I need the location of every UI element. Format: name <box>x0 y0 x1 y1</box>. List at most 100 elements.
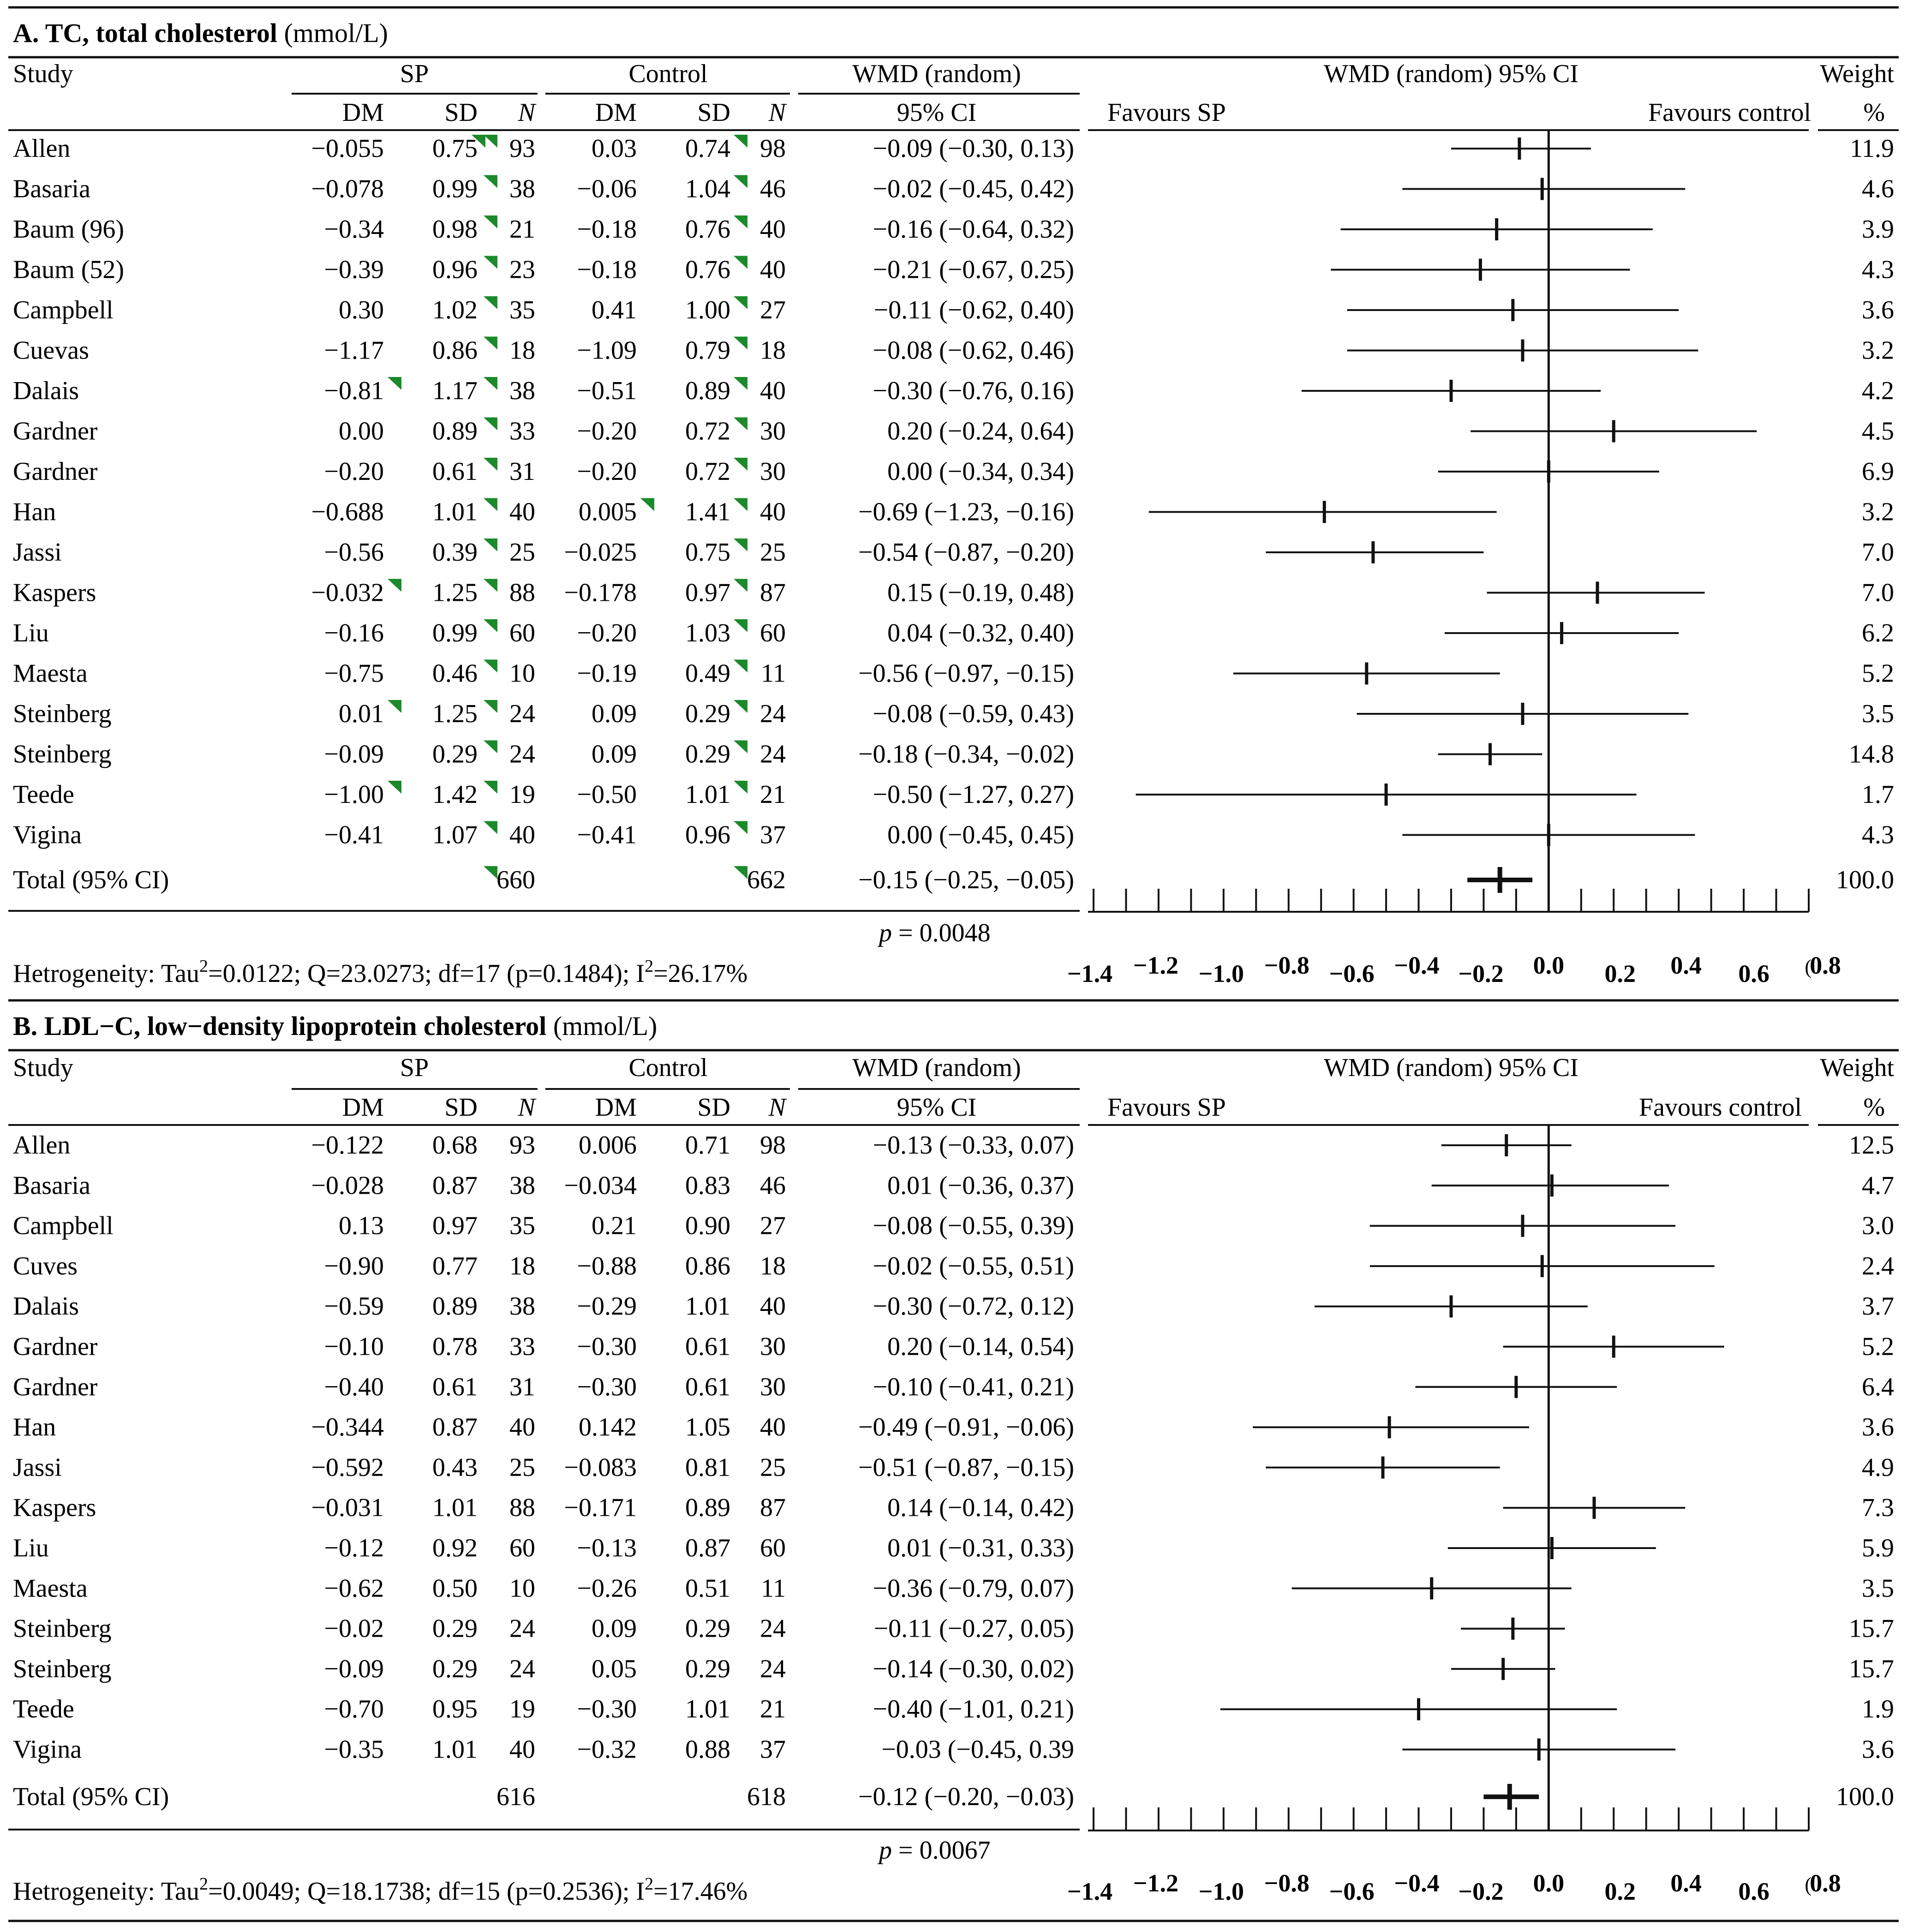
heterogeneity-s2: 2 <box>645 1874 653 1894</box>
sp-dm-value: −1.00 <box>324 780 384 809</box>
x-tick-label: 0.4 <box>1670 1869 1702 1897</box>
sp-dm-value: −1.17 <box>324 336 384 365</box>
sp-sd-value: 0.87 <box>432 1171 478 1200</box>
control-dm-value: −0.88 <box>577 1252 637 1280</box>
table-row: Jassi −0.56 0.39 −0.025 0.75 25 25 −0.54 (−0.87… <box>13 538 1894 567</box>
control-dm-value: −0.13 <box>577 1534 637 1562</box>
comment-marker <box>734 866 747 879</box>
sp-sd-value: 1.01 <box>432 498 478 526</box>
study-name: Campbell <box>13 296 114 324</box>
ci-value: 0.15 (−0.19, 0.48) <box>887 579 1074 607</box>
control-n-value: 87 <box>760 579 786 607</box>
control-n-value: 18 <box>760 1252 786 1280</box>
comment-marker <box>484 215 497 228</box>
control-n-value: 11 <box>761 659 786 688</box>
sp-sd-value: 0.99 <box>432 175 478 203</box>
x-tick-label: 0.6 <box>1738 1878 1770 1905</box>
table-row: Vigina −0.35 1.01 −0.32 0.88 40 37 −0.03 (−0.45… <box>13 1735 1894 1764</box>
comment-marker <box>388 700 401 713</box>
sp-n-value: 10 <box>509 1574 535 1603</box>
weight-value: 7.0 <box>1862 579 1894 607</box>
control-sd-value: 0.71 <box>685 1131 730 1160</box>
sp-n-value: 38 <box>509 175 535 203</box>
sp-sd-value: 0.29 <box>432 1655 478 1683</box>
weight-value: 11.9 <box>1850 134 1894 163</box>
weight-value: 15.7 <box>1849 1615 1894 1643</box>
table-row: Cuves −0.90 0.77 −0.88 0.86 18 18 −0.02 (−0.55,… <box>13 1252 1894 1280</box>
sp-dm-header: DM <box>342 98 384 127</box>
control-n-value: 18 <box>760 336 786 365</box>
sp-dm-value: −0.592 <box>311 1453 384 1482</box>
ci-value: −0.16 (−0.64, 0.32) <box>873 215 1074 244</box>
comment-marker <box>484 296 497 309</box>
heterogeneity-t1: Hetrogeneity: Tau <box>13 959 199 988</box>
ci-value: 0.00 (−0.45, 0.45) <box>887 821 1074 849</box>
sp-sd-value: 0.29 <box>432 740 478 769</box>
weight-value: 4.9 <box>1862 1453 1894 1482</box>
sp-sd-value: 0.50 <box>432 1574 478 1603</box>
sp-sd-value: 0.92 <box>432 1534 478 1562</box>
sp-n-value: 660 <box>496 866 535 894</box>
sp-dm-value: −0.16 <box>324 619 384 647</box>
control-n-value: 40 <box>760 1292 786 1321</box>
control-n-value: 11 <box>761 1574 786 1603</box>
x-tick-label: −1.0 <box>1199 1878 1244 1905</box>
study-name: Baum (52) <box>13 256 124 284</box>
study-name: Total (95% CI) <box>13 1782 169 1811</box>
comment-marker <box>734 740 747 754</box>
sp-n-value: 33 <box>509 417 535 446</box>
study-name: Basaria <box>13 175 90 203</box>
control-sd-value: 0.49 <box>685 659 730 688</box>
table-row: Steinberg −0.09 0.29 0.09 0.29 24 24 −0.18 (−0.… <box>13 740 1894 769</box>
control-n-value: 40 <box>760 498 786 526</box>
control-dm-value: 0.21 <box>592 1212 637 1240</box>
sp-n-value: 31 <box>509 457 535 486</box>
comment-marker <box>734 336 747 350</box>
control-dm-header: DM <box>595 1093 637 1122</box>
sp-n-value: 60 <box>509 1534 535 1562</box>
control-sd-header: SD <box>697 1093 730 1122</box>
control-dm-value: −0.178 <box>564 579 637 607</box>
study-name: Cuves <box>13 1252 78 1280</box>
weight-value: 4.7 <box>1862 1171 1894 1200</box>
control-sd-value: 0.97 <box>685 579 730 607</box>
comment-marker <box>734 215 747 228</box>
study-name: Steinberg <box>13 740 112 769</box>
control-n-value: 24 <box>760 1655 786 1683</box>
weight-value: 6.4 <box>1862 1373 1894 1401</box>
table-row: Kaspers −0.032 1.25 −0.178 0.97 88 87 0.15 (−0.… <box>13 579 1894 607</box>
control-n-value: 25 <box>760 538 786 567</box>
heterogeneity-stats: Hetrogeneity: Tau2=0.0122; Q=23.0273; df… <box>13 957 747 988</box>
control-dm-header: DM <box>595 98 637 127</box>
control-dm-value: 0.09 <box>592 700 637 728</box>
comment-marker <box>734 579 747 592</box>
comment-marker <box>484 700 497 713</box>
weight-header: Weight <box>1820 60 1895 88</box>
x-tick-label: −1.4 <box>1067 1878 1112 1905</box>
ci-value: −0.12 (−0.20, −0.03) <box>858 1782 1074 1811</box>
study-name: Jassi <box>13 538 62 567</box>
control-n-value: 40 <box>760 377 786 405</box>
sp-n-header: N <box>518 1093 537 1122</box>
table-row: Gardner −0.20 0.61 −0.20 0.72 31 30 0.00 (−0.34… <box>13 457 1894 486</box>
control-dm-value: −0.30 <box>577 1695 637 1723</box>
study-name: Steinberg <box>13 1655 112 1683</box>
comment-marker <box>484 336 497 350</box>
sp-sd-value: 0.99 <box>432 619 478 647</box>
x-tick-label: −1.2 <box>1133 951 1178 979</box>
control-sd-value: 0.61 <box>685 1333 730 1361</box>
sp-n-value: 35 <box>509 1212 535 1240</box>
study-name: Steinberg <box>13 1615 112 1643</box>
sp-dm-value: −0.62 <box>324 1574 384 1603</box>
control-dm-value: 0.05 <box>592 1655 637 1683</box>
sp-sd-value: 0.68 <box>432 1131 478 1160</box>
sp-n-value: 24 <box>509 1655 535 1683</box>
control-n-value: 40 <box>760 256 786 284</box>
sp-n-value: 21 <box>509 215 535 244</box>
ci-value: 0.20 (−0.24, 0.64) <box>887 417 1074 446</box>
sp-n-value: 31 <box>509 1373 535 1401</box>
sp-dm-header: DM <box>342 1093 384 1122</box>
ci-value: −0.56 (−0.97, −0.15) <box>858 659 1074 688</box>
control-dm-value: 0.006 <box>579 1131 637 1160</box>
comment-marker <box>484 659 497 673</box>
